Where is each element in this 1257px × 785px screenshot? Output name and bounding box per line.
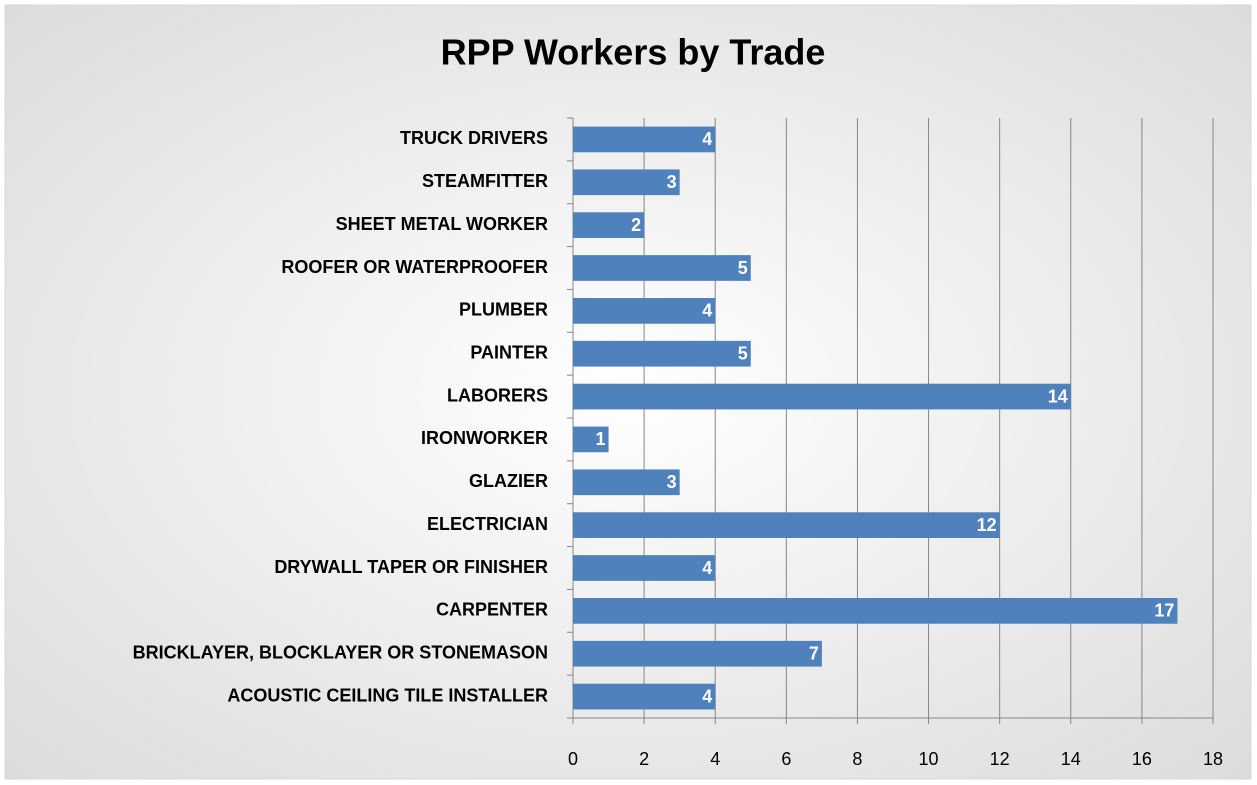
bar <box>573 426 609 453</box>
bar <box>573 383 1071 410</box>
x-tick-label: 10 <box>919 749 939 769</box>
y-tick-label: CARPENTER <box>436 600 548 620</box>
y-tick-label: BRICKLAYER, BLOCKLAYER OR STONEMASON <box>133 642 548 662</box>
y-tick-label: ELECTRICIAN <box>427 514 548 534</box>
y-tick-label: ACOUSTIC CEILING TILE INSTALLER <box>227 685 548 705</box>
y-tick-label: PLUMBER <box>459 300 548 320</box>
data-label: 7 <box>809 643 819 663</box>
data-label: 5 <box>738 258 748 278</box>
y-tick-label: SHEET METAL WORKER <box>336 214 548 234</box>
data-label: 3 <box>667 172 677 192</box>
bar <box>573 126 716 153</box>
y-tick-label: STEAMFITTER <box>422 171 548 191</box>
x-tick-label: 8 <box>852 749 862 769</box>
data-label: 2 <box>631 215 641 235</box>
data-label: 1 <box>596 429 606 449</box>
x-tick-label: 14 <box>1061 749 1081 769</box>
y-tick-label: IRONWORKER <box>421 428 548 448</box>
bar <box>573 169 680 196</box>
x-tick-label: 4 <box>710 749 720 769</box>
data-label: 14 <box>1048 386 1068 406</box>
bar <box>573 255 751 281</box>
x-tick-label: 0 <box>568 749 578 769</box>
chart-title: RPP Workers by Trade <box>441 32 826 73</box>
data-label: 4 <box>702 558 712 578</box>
data-label: 4 <box>702 301 712 321</box>
bar <box>573 555 716 581</box>
x-tick-label: 12 <box>990 749 1010 769</box>
y-tick-label: DRYWALL TAPER OR FINISHER <box>274 557 548 577</box>
x-tick-label: 2 <box>639 749 649 769</box>
bar <box>573 512 1000 538</box>
bar <box>573 298 716 324</box>
data-label: 5 <box>738 343 748 363</box>
bar <box>573 212 645 238</box>
bar <box>573 683 716 710</box>
data-label: 4 <box>702 129 712 149</box>
y-tick-label: TRUCK DRIVERS <box>400 128 548 148</box>
data-label: 17 <box>1154 601 1174 621</box>
bar <box>573 340 751 367</box>
y-tick-label: PAINTER <box>470 342 548 362</box>
data-label: 3 <box>667 472 677 492</box>
data-label: 4 <box>702 686 712 706</box>
y-tick-label: LABORERS <box>447 385 548 405</box>
data-label: 12 <box>977 515 997 535</box>
bar <box>573 598 1178 624</box>
x-tick-label: 6 <box>781 749 791 769</box>
x-tick-label: 16 <box>1132 749 1152 769</box>
y-tick-label: ROOFER OR WATERPROOFER <box>281 257 548 277</box>
bar <box>573 469 680 496</box>
bar <box>573 640 822 667</box>
y-tick-label: GLAZIER <box>469 471 548 491</box>
x-tick-label: 18 <box>1203 749 1223 769</box>
